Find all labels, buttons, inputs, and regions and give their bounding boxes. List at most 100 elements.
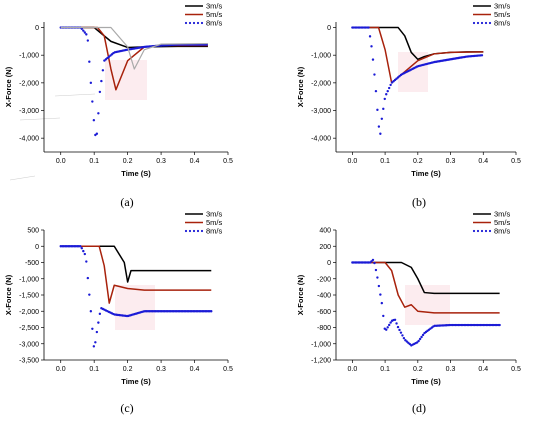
y-tick-label: -1,200 bbox=[311, 358, 331, 365]
x-axis-label: Time (S) bbox=[121, 169, 151, 178]
series-point-8m-s bbox=[376, 108, 379, 112]
series-point-8m-s bbox=[91, 100, 94, 103]
y-tick-label: -3,500 bbox=[19, 358, 39, 365]
series-point-8m-s bbox=[373, 73, 376, 76]
series-point-8m-s bbox=[210, 310, 213, 313]
series-point-8m-s bbox=[88, 60, 91, 63]
y-tick-label: 0 bbox=[35, 244, 39, 251]
y-tick-label: -800 bbox=[317, 325, 331, 332]
y-tick-label: -200 bbox=[317, 276, 331, 283]
y-axis-label: X-Force (N) bbox=[4, 66, 13, 107]
series-point-8m-s bbox=[386, 326, 389, 329]
legend-marker bbox=[476, 229, 480, 233]
series-point-8m-s bbox=[97, 321, 100, 324]
y-tick-label: -2,000 bbox=[19, 309, 39, 316]
smudge-artifact bbox=[115, 285, 155, 330]
series-point-8m-s bbox=[415, 341, 419, 344]
series-point-8m-s bbox=[399, 331, 403, 334]
legend-marker bbox=[192, 21, 196, 25]
legend-marker bbox=[184, 229, 188, 233]
series-point-8m-s bbox=[395, 322, 398, 325]
y-tick-label: -1,000 bbox=[19, 276, 39, 283]
x-axis-label: Time (S) bbox=[411, 377, 441, 386]
y-tick-label: 0 bbox=[35, 25, 39, 32]
series-point-8m-s bbox=[101, 69, 105, 72]
series-point-8m-s bbox=[79, 245, 82, 248]
x-tick-label: 0.3 bbox=[446, 158, 456, 165]
series-point-8m-s bbox=[480, 54, 484, 57]
legend-marker bbox=[484, 229, 488, 233]
series-point-8m-s bbox=[401, 334, 404, 337]
series-point-8m-s bbox=[418, 337, 422, 341]
chart-panel-c: 0.0 0.1 0.2 0.3 0.4 0.5 500 0 -500 -1,000 -1,500 -2… bbox=[4, 210, 233, 386]
legend-marker bbox=[480, 21, 484, 25]
series-line-3m-s bbox=[60, 245, 212, 283]
legend-marker bbox=[484, 21, 488, 25]
legend-marker bbox=[188, 229, 192, 233]
series-point-8m-s bbox=[91, 327, 94, 330]
x-tick-label: 0.4 bbox=[190, 158, 200, 165]
legend-marker bbox=[488, 229, 492, 233]
series-point-8m-s bbox=[82, 249, 85, 253]
series-point-8m-s bbox=[385, 93, 388, 96]
series-point-8m-s bbox=[421, 333, 425, 337]
series-point-8m-s bbox=[371, 258, 375, 262]
panel-label-d: (d) bbox=[412, 401, 426, 415]
series-point-8m-s bbox=[370, 260, 373, 263]
legend-marker bbox=[472, 21, 476, 25]
x-tick-label: 0.4 bbox=[190, 366, 200, 373]
panel-label-c: (c) bbox=[120, 401, 133, 415]
x-tick-label: 0.0 bbox=[347, 158, 357, 165]
series-point-8m-s bbox=[86, 39, 90, 42]
legend-marker bbox=[192, 229, 196, 233]
y-tick-label: -1,000 bbox=[311, 341, 331, 348]
x-tick-label: 0.1 bbox=[89, 158, 99, 165]
chart-panel-d: 0.0 0.1 0.2 0.3 0.4 0.5 400 200 0 -200 -400 -600 -80… bbox=[296, 210, 521, 386]
series-point-8m-s bbox=[368, 35, 372, 38]
legend-label: 8m/s bbox=[206, 227, 223, 236]
legend-marker bbox=[488, 21, 492, 25]
x-tick-label: 0.2 bbox=[413, 158, 423, 165]
series-point-8m-s bbox=[92, 345, 96, 348]
series-point-8m-s bbox=[98, 312, 102, 316]
series-point-8m-s bbox=[379, 293, 382, 296]
y-axis-label: X-Force (N) bbox=[296, 274, 305, 315]
series-point-8m-s bbox=[83, 31, 87, 34]
series-point-8m-s bbox=[83, 252, 87, 256]
x-tick-label: 0.0 bbox=[56, 158, 66, 165]
x-tick-label: 0.5 bbox=[223, 158, 233, 165]
series-point-8m-s bbox=[95, 132, 99, 135]
legend-label: 3m/s bbox=[206, 2, 223, 11]
series-point-8m-s bbox=[385, 328, 388, 331]
series-point-8m-s bbox=[417, 339, 420, 343]
series-point-8m-s bbox=[377, 125, 381, 128]
series-point-8m-s bbox=[85, 260, 88, 263]
x-tick-label: 0.2 bbox=[413, 366, 423, 373]
y-tick-label: -3,000 bbox=[311, 108, 331, 115]
x-tick-label: 0.3 bbox=[156, 366, 166, 373]
ghost-line-artifact bbox=[9, 175, 36, 181]
legend-marker bbox=[472, 229, 476, 233]
series-point-8m-s bbox=[398, 328, 401, 332]
legend-marker bbox=[196, 21, 200, 25]
y-tick-label: 0 bbox=[327, 260, 331, 267]
y-tick-label: -600 bbox=[317, 309, 331, 316]
y-axis-label: X-Force (N) bbox=[4, 274, 13, 315]
series-point-8m-s bbox=[89, 310, 93, 313]
y-tick-label: -3,000 bbox=[19, 341, 39, 348]
y-tick-label: 400 bbox=[319, 228, 331, 235]
legend-label: 5m/s bbox=[206, 10, 223, 19]
series-point-8m-s bbox=[97, 112, 100, 115]
x-tick-label: 0.2 bbox=[123, 366, 133, 373]
series-point-8m-s bbox=[95, 330, 99, 334]
y-tick-label: -1,500 bbox=[19, 293, 39, 300]
x-tick-label: 0.0 bbox=[56, 366, 66, 373]
series-point-8m-s bbox=[376, 276, 379, 279]
y-tick-label: -3,000 bbox=[19, 108, 39, 115]
series-point-8m-s bbox=[377, 284, 381, 288]
y-axis-label: X-Force (N) bbox=[296, 66, 305, 107]
x-tick-label: 0.3 bbox=[446, 366, 456, 373]
series-point-8m-s bbox=[100, 79, 103, 83]
series-point-8m-s bbox=[373, 261, 376, 265]
y-tick-label: -4,000 bbox=[311, 136, 331, 143]
